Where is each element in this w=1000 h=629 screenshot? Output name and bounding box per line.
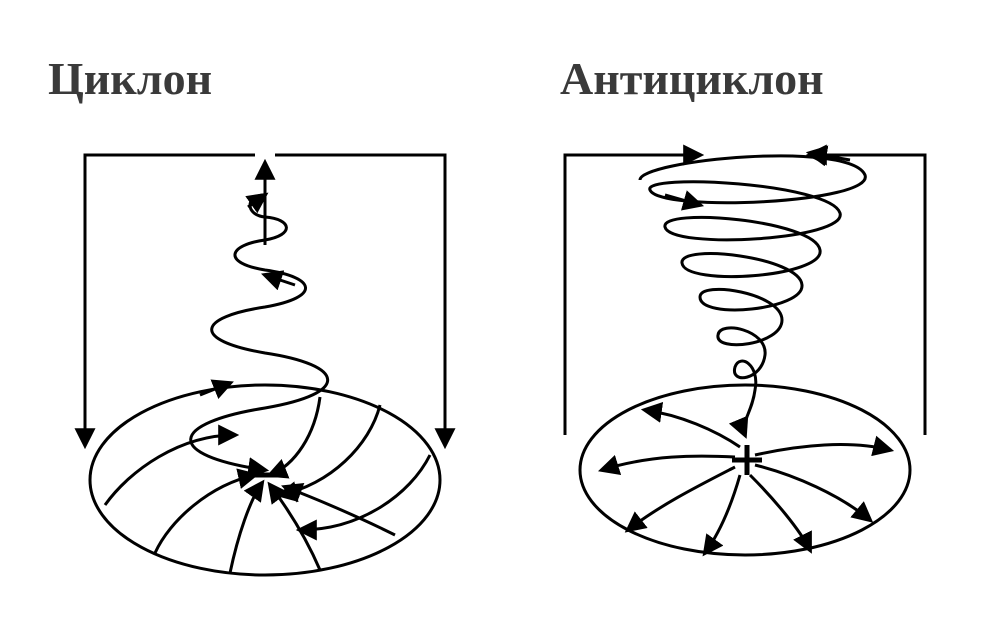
diagram-container: Циклон Антициклон <box>0 0 1000 629</box>
anticyclone-title: Антициклон <box>560 52 824 105</box>
cyclone-svg <box>70 135 460 595</box>
anticyclone-svg <box>550 135 940 595</box>
cyclone-diagram <box>70 135 460 595</box>
anticyclone-diagram <box>550 135 940 595</box>
cyclone-title: Циклон <box>48 52 212 105</box>
